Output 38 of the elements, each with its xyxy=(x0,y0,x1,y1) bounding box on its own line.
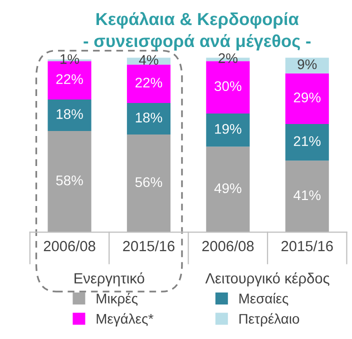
x-tick-label: 2006/08 xyxy=(202,240,254,252)
bar xyxy=(285,124,329,161)
legend-label: Μεγάλες* xyxy=(96,313,154,326)
chart-title: Κεφάλαια & Κερδοφορία xyxy=(96,12,299,29)
bar xyxy=(126,103,170,134)
chart-subtitle: - συνεισφορά ανά μέγεθος - xyxy=(84,34,311,51)
data-label: 30% xyxy=(214,81,242,92)
bar xyxy=(126,64,170,104)
text: Λειτουργικό κέρδος xyxy=(205,272,330,286)
legend-label: Πετρέλαιο xyxy=(239,313,300,326)
bar xyxy=(126,134,170,232)
bar xyxy=(206,146,250,232)
bar xyxy=(206,113,250,147)
legend-label: Μεσαίες xyxy=(239,292,288,306)
data-label: 2% xyxy=(218,53,238,64)
data-label: 29% xyxy=(294,92,321,102)
data-label: 21% xyxy=(294,136,321,146)
x-tick-label: 2015/16 xyxy=(282,240,333,252)
data-label: 49% xyxy=(214,183,242,194)
legend-label: Μικρές xyxy=(96,292,138,306)
data-label: 9% xyxy=(298,59,317,70)
x-tick-label: 2006/08 xyxy=(44,240,96,252)
text: Ενεργητικό xyxy=(74,272,144,286)
data-label: 18% xyxy=(136,112,162,122)
data-label: 56% xyxy=(135,177,162,188)
data-label: 22% xyxy=(56,74,83,84)
data-label: 41% xyxy=(294,190,321,200)
bar xyxy=(48,100,92,131)
bar xyxy=(206,61,250,114)
data-label: 18% xyxy=(56,109,83,119)
data-label: 19% xyxy=(215,124,242,134)
bar xyxy=(48,130,92,232)
data-label: 58% xyxy=(56,175,83,186)
data-label: 22% xyxy=(136,78,162,88)
x-tick-label: 2015/16 xyxy=(123,240,174,252)
bar xyxy=(285,160,329,232)
data-label: 4% xyxy=(139,55,158,65)
bar xyxy=(285,73,329,124)
